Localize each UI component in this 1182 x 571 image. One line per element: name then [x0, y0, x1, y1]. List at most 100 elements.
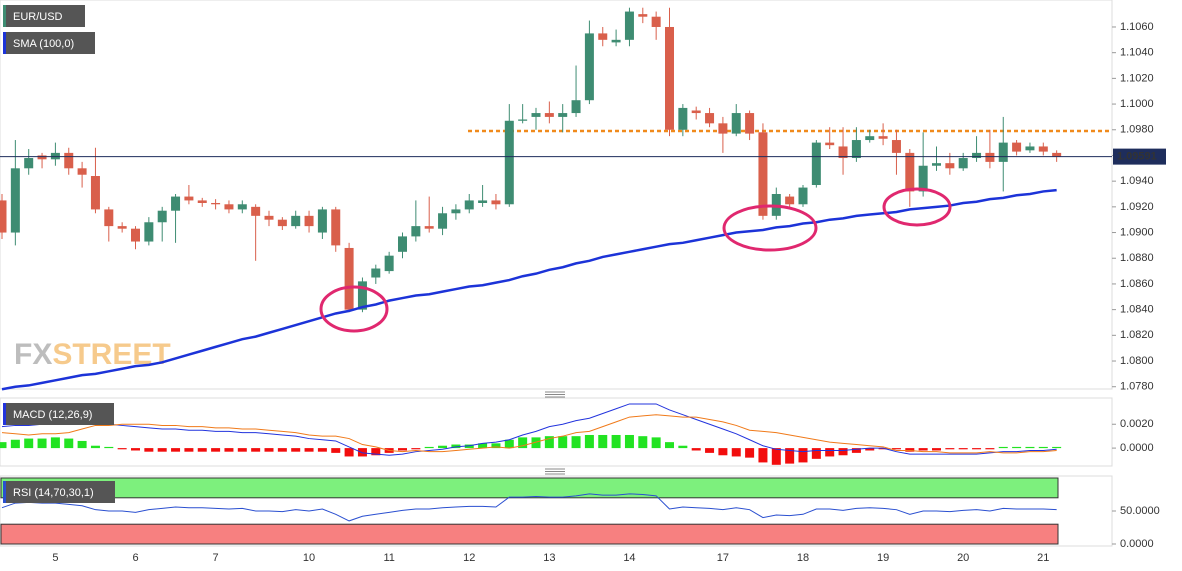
- histogram-bar: [1025, 446, 1035, 449]
- histogram-bar: [131, 448, 140, 451]
- candle-body: [918, 165, 928, 192]
- candle-body: [878, 136, 888, 139]
- y-tick-label: 0.0000: [1120, 442, 1154, 454]
- histogram-bar: [1052, 446, 1062, 449]
- histogram-bar: [865, 448, 875, 451]
- candle-body: [651, 16, 661, 27]
- candle-body: [638, 14, 648, 17]
- x-tick-label: 5: [52, 552, 58, 564]
- histogram-bar: [411, 448, 421, 450]
- overbought-band: [0, 477, 1059, 499]
- candle-body: [504, 120, 514, 205]
- histogram-bar: [745, 448, 755, 458]
- histogram-bar: [958, 448, 968, 450]
- histogram-bar: [184, 448, 194, 452]
- candle-body: [998, 142, 1008, 162]
- rsi-label[interactable]: RSI (14,70,30,1): [3, 481, 115, 503]
- panel-handle[interactable]: [545, 391, 565, 398]
- histogram-bar: [771, 448, 781, 465]
- y-tick-label: 1.0920: [1120, 201, 1154, 213]
- histogram-bar: [398, 448, 407, 451]
- histogram-bar: [304, 448, 314, 452]
- x-tick-label: 20: [957, 552, 969, 564]
- candle-body: [1052, 152, 1062, 157]
- y-tick-label: 1.1000: [1120, 98, 1154, 110]
- panel-handle[interactable]: [545, 468, 565, 475]
- candle-body: [811, 142, 821, 186]
- candle-body: [838, 146, 848, 159]
- histogram-bar: [237, 448, 247, 452]
- sma-title: SMA (100,0): [13, 38, 74, 50]
- histogram-bar: [518, 437, 528, 449]
- candle-body: [171, 196, 181, 211]
- histogram-bar: [758, 448, 768, 463]
- histogram-bar: [464, 444, 474, 449]
- histogram-bar: [50, 437, 60, 449]
- candle-body: [211, 202, 221, 205]
- candle-body: [464, 200, 474, 210]
- candle-body: [865, 136, 875, 141]
- sma-label[interactable]: SMA (100,0): [3, 32, 95, 54]
- x-tick-label: 7: [213, 552, 219, 564]
- highlight-circle: [319, 285, 389, 333]
- sma-line: [1, 188, 1057, 391]
- histogram-bar: [104, 446, 114, 449]
- candle-body: [131, 228, 140, 242]
- candle-body: [1012, 142, 1022, 152]
- watermark: FXSTREET: [14, 338, 171, 371]
- candle-body: [491, 200, 501, 205]
- histogram-bar: [558, 436, 568, 449]
- candle-body: [224, 204, 234, 210]
- price-label[interactable]: EUR/USD: [3, 5, 85, 27]
- candle-body: [411, 226, 421, 237]
- histogram-bar: [718, 448, 728, 456]
- candle-body: [891, 140, 901, 153]
- y-tick-label: 1.0780: [1120, 381, 1154, 393]
- histogram-bar: [64, 438, 74, 449]
- last-price-label: 1.09591: [1117, 151, 1157, 163]
- x-tick-label: 18: [797, 552, 809, 564]
- y-tick-label: 1.0940: [1120, 175, 1154, 187]
- histogram-bar: [157, 448, 167, 452]
- candle-body: [584, 33, 594, 101]
- histogram-bar: [891, 448, 901, 450]
- histogram-bar: [998, 446, 1008, 449]
- candle-body: [958, 158, 968, 169]
- histogram-bar: [945, 448, 955, 450]
- watermark-part: STREET: [52, 338, 170, 371]
- x-tick-label: 21: [1037, 552, 1049, 564]
- histogram-bar: [504, 439, 514, 449]
- x-tick-label: 17: [717, 552, 729, 564]
- candle-body: [144, 222, 154, 242]
- histogram-bar: [691, 448, 701, 451]
- histogram-bar: [932, 448, 941, 451]
- histogram-bar: [598, 434, 608, 449]
- histogram-bar: [531, 437, 541, 449]
- candle-body: [197, 200, 207, 203]
- candle-body: [344, 247, 354, 310]
- candle-body: [571, 100, 581, 114]
- candle-body: [90, 176, 100, 210]
- candle-body: [117, 226, 127, 229]
- candle-body: [705, 113, 715, 124]
- histogram-bar: [838, 448, 848, 456]
- candle-body: [558, 113, 568, 117]
- highlight-circle: [722, 204, 818, 252]
- candle-body: [291, 215, 301, 227]
- histogram-bar: [678, 445, 688, 449]
- histogram-bar: [785, 448, 795, 464]
- candle-body: [451, 209, 461, 214]
- candle-body: [37, 155, 47, 160]
- histogram-bar: [291, 448, 301, 452]
- macd-label[interactable]: MACD (12,26,9): [3, 403, 114, 425]
- candle-body: [184, 196, 194, 201]
- watermark-part: FX: [14, 338, 52, 371]
- rsi-line: [1, 493, 1057, 522]
- histogram-bar: [638, 436, 648, 449]
- y-tick-label: 1.1040: [1120, 47, 1154, 59]
- y-tick-label: 1.0800: [1120, 355, 1154, 367]
- candle-body: [624, 11, 634, 40]
- candle-body: [50, 152, 60, 160]
- histogram-bar: [1038, 446, 1048, 449]
- candle-body: [398, 236, 407, 252]
